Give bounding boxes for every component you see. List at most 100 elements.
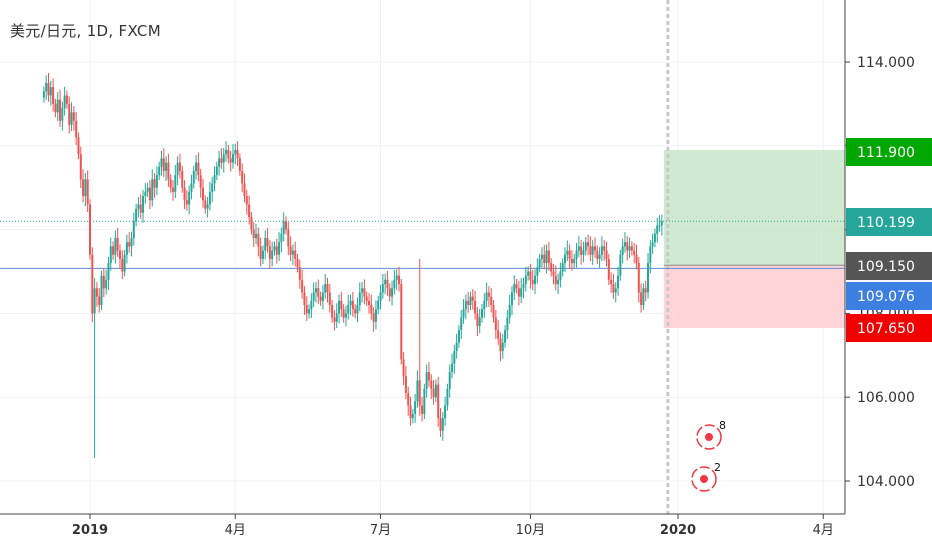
candle-body [234,149,237,155]
candle-body [425,372,428,389]
candle-body [485,292,488,301]
candle-body [418,380,421,406]
candle-body [570,258,573,264]
candle-body [125,242,128,255]
candle-body [497,330,500,339]
candle-body [266,237,269,247]
event-markers: 82 [691,419,726,492]
candle-body [261,250,264,259]
x-tick-label: 2020 [660,523,696,538]
candle-body [188,191,191,205]
candle-body [499,338,502,352]
candle-body [587,242,590,247]
candle-body [520,288,523,297]
candle-body [651,242,654,247]
candle-body [374,309,377,322]
candle-body [411,413,414,419]
candle-body [236,149,239,159]
candle-body [568,250,571,259]
candle-body [580,246,583,255]
candle-body [314,288,317,293]
candle-body [49,87,52,96]
candle-body [642,288,645,306]
candle-body [273,246,276,251]
candle-body [268,246,271,259]
candle-body [238,158,241,171]
candle-body [656,225,659,234]
candle-body [305,305,308,314]
candle-body [423,388,426,414]
candle-body [508,305,511,318]
candle-body [65,95,68,104]
candle-body [303,292,306,306]
candle-body [478,317,481,326]
candle-body [52,87,55,104]
candle-body [379,292,382,301]
x-tick-label: 2019 [72,523,108,538]
candle-body [271,250,274,259]
candle-body [328,292,331,306]
candle-body [474,300,477,314]
candle-body [540,254,543,259]
candle-body [538,258,541,268]
price-badge [846,282,932,310]
candle-body [501,342,504,352]
candle-body [61,108,64,121]
candle-body [464,300,467,310]
candle-body [165,162,168,171]
candle-body [557,279,560,285]
candle-body [42,91,45,98]
candle-body [333,317,336,322]
candle-body [605,250,608,259]
candle-body [534,275,537,285]
candle-body [377,300,380,310]
candle-body [197,162,200,176]
candle-body [596,250,599,259]
candle-body [630,246,633,251]
event-marker-count: 8 [719,419,726,432]
candle-body [243,183,246,197]
candle-body [626,242,629,251]
candle-body [554,275,557,285]
candle-body [598,254,601,259]
candle-body [231,154,234,163]
event-marker-dot [705,433,713,441]
candle-body [319,296,322,301]
candle-body [298,267,301,280]
candle-body [181,170,184,188]
candle-body [287,229,290,247]
x-tick-label: 7月 [370,523,391,538]
y-tick-label: 114.000 [857,55,915,71]
candle-body [467,300,470,306]
candle-body [82,179,85,197]
candle-body [282,221,285,234]
candle-body [86,179,89,205]
candle-body [98,296,101,306]
candle-body [229,158,232,163]
candle-body [324,284,327,293]
candle-body [469,296,472,306]
candle-body [564,254,567,264]
candle-body [257,233,260,247]
candle-body [439,418,442,431]
candle-body [451,363,454,373]
candle-body [358,292,361,306]
candle-body [321,292,324,301]
candle-body [148,187,151,201]
candle-body [577,246,580,251]
candle-body [658,225,661,227]
candle-body [404,376,407,394]
candle-body [510,292,513,306]
price-badge [846,138,932,166]
candle-body [365,296,368,301]
candle-body [285,221,287,230]
candle-body [264,237,267,251]
candle-body [102,275,105,289]
price-badge [846,252,932,280]
candle-body [312,292,315,301]
candle-body [513,284,516,293]
candle-body [79,154,82,180]
candle-body [547,250,550,264]
candle-body [112,246,115,255]
